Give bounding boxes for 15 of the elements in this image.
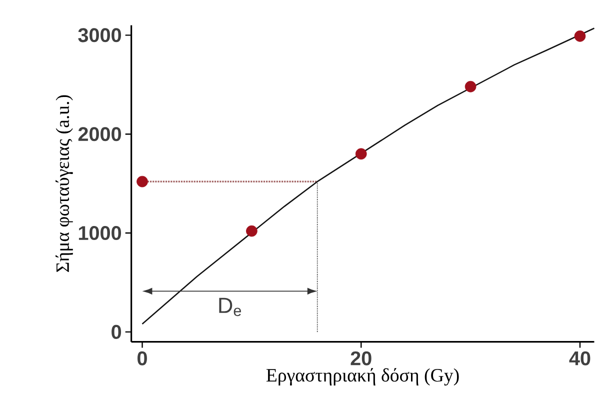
y-tick-label: 2000 xyxy=(78,127,122,142)
y-tick-label: 0 xyxy=(112,324,122,339)
x-tick-label: 40 xyxy=(569,351,590,366)
annotation: D$_{e}$ xyxy=(219,298,242,316)
point xyxy=(246,225,258,237)
y-tick-label: 3000 xyxy=(78,28,122,42)
point xyxy=(136,176,148,188)
x-tick-label: 0 xyxy=(138,351,147,366)
point xyxy=(355,148,367,160)
point xyxy=(464,80,476,92)
y-tick-label: 1000 xyxy=(78,226,122,240)
x-tick-label: 20 xyxy=(350,351,372,366)
y-axis-title: Σήμα φωταύγειας (a.u.) xyxy=(56,95,73,272)
x-axis-title: Εργαστηριακή δόση (Gy) xyxy=(266,368,459,386)
point xyxy=(574,30,586,42)
